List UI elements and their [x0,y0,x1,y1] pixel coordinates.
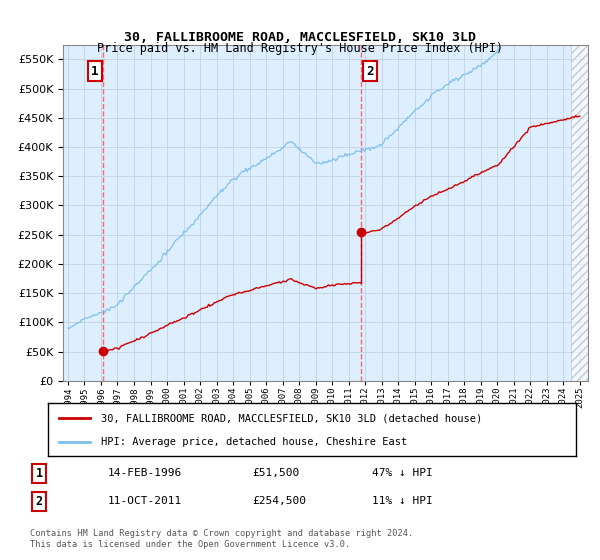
Text: 1: 1 [91,64,98,78]
Text: 47% ↓ HPI: 47% ↓ HPI [372,468,433,478]
Text: £51,500: £51,500 [252,468,299,478]
Text: 14-FEB-1996: 14-FEB-1996 [108,468,182,478]
Text: 11-OCT-2011: 11-OCT-2011 [108,496,182,506]
Text: Contains HM Land Registry data © Crown copyright and database right 2024.
This d: Contains HM Land Registry data © Crown c… [30,529,413,549]
Text: Price paid vs. HM Land Registry's House Price Index (HPI): Price paid vs. HM Land Registry's House … [97,42,503,55]
Text: 2: 2 [366,64,373,78]
Text: 11% ↓ HPI: 11% ↓ HPI [372,496,433,506]
Text: HPI: Average price, detached house, Cheshire East: HPI: Average price, detached house, Ches… [101,436,407,446]
Text: £254,500: £254,500 [252,496,306,506]
Text: 30, FALLIBROOME ROAD, MACCLESFIELD, SK10 3LD: 30, FALLIBROOME ROAD, MACCLESFIELD, SK10… [124,31,476,44]
Text: 1: 1 [35,466,43,480]
Text: 2: 2 [35,494,43,508]
Text: 30, FALLIBROOME ROAD, MACCLESFIELD, SK10 3LD (detached house): 30, FALLIBROOME ROAD, MACCLESFIELD, SK10… [101,413,482,423]
